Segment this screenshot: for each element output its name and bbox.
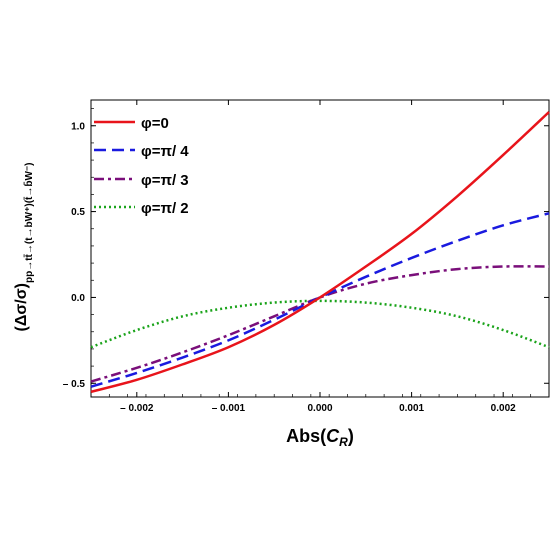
y-axis-ticks: – 0.5 0.0 0.5 1.0 — [63, 108, 549, 390]
legend-label-phi-0: φ=0 — [141, 115, 169, 132]
x-axis-ticks: – 0.002 – 0.001 0.000 0.001 0.002 — [90, 100, 550, 414]
y-tick-label: 0.0 — [71, 293, 85, 304]
y-tick-label: 0.5 — [71, 207, 85, 218]
x-tick-label: 0.000 — [307, 403, 332, 414]
series-line-1 — [90, 212, 550, 388]
y-tick-label: – 0.5 — [63, 379, 86, 390]
legend: φ=0 φ=π/ 4 φ=π/ 3 φ=π/ 2 — [94, 115, 189, 217]
x-axis-label: Abs(CR) — [286, 426, 354, 449]
series-lines — [90, 111, 550, 394]
legend-label-phi-pi-2: φ=π/ 2 — [141, 200, 189, 217]
x-tick-label: – 0.002 — [120, 403, 154, 414]
x-tick-label: – 0.001 — [212, 403, 246, 414]
y-tick-label: 1.0 — [71, 121, 85, 132]
series-line-0 — [90, 111, 550, 394]
series-line-3 — [90, 299, 550, 349]
y-axis-label: (Δσ/σ)pp→tt̄→(t→bW⁺)(t̄→b̄W⁻) — [13, 162, 35, 331]
legend-label-phi-pi-4: φ=π/ 4 — [141, 143, 189, 160]
x-tick-label: 0.002 — [491, 403, 516, 414]
x-tick-label: 0.001 — [399, 403, 424, 414]
legend-label-phi-pi-3: φ=π/ 3 — [141, 172, 189, 189]
